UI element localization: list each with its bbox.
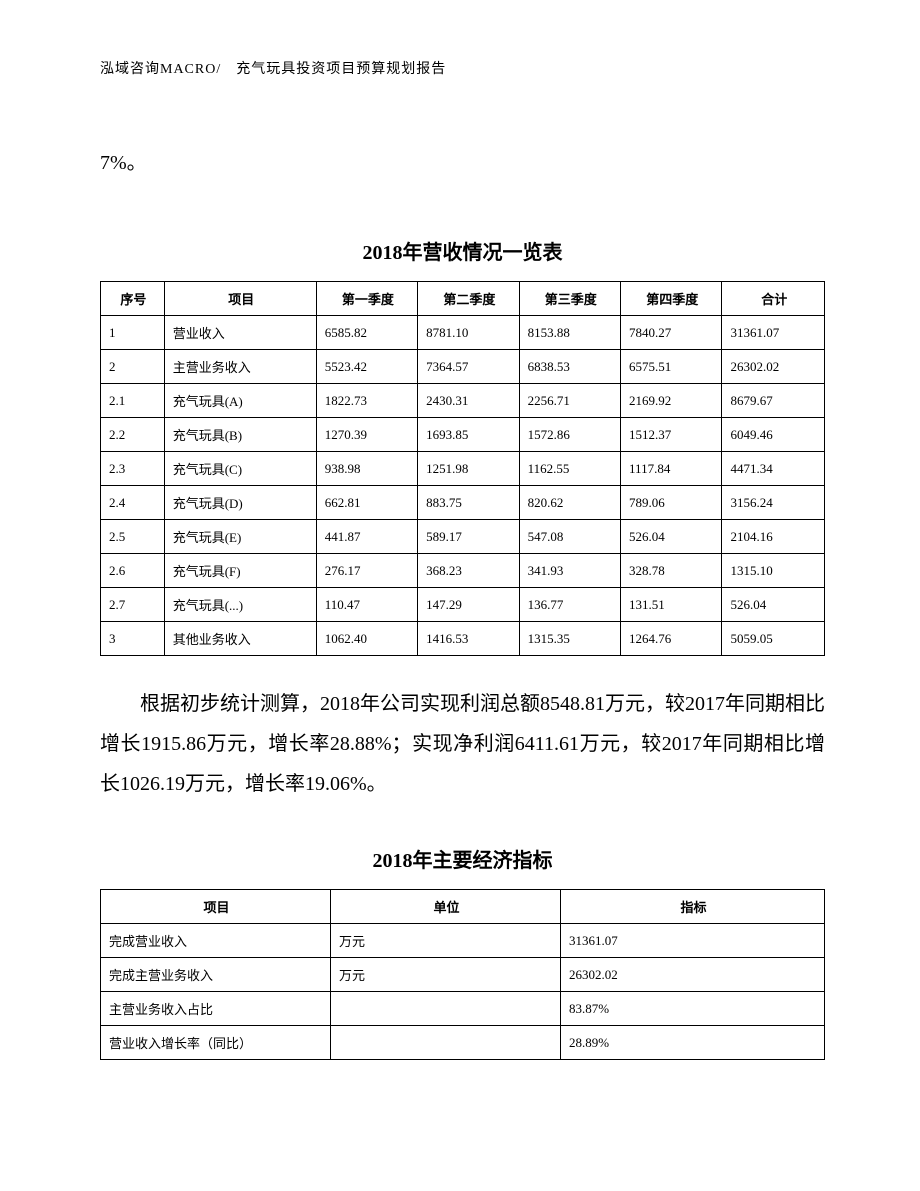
document-page: 泓域咨询MACRO/ 充气玩具投资项目预算规划报告 7%。 2018年营收情况一… [0, 0, 920, 1191]
table-row: 3其他业务收入1062.401416.531315.351264.765059.… [101, 622, 825, 656]
table1-body: 1营业收入6585.828781.108153.887840.2731361.0… [101, 316, 825, 656]
table-row: 1营业收入6585.828781.108153.887840.2731361.0… [101, 316, 825, 350]
col-total: 合计 [722, 282, 825, 316]
table-row: 2.4充气玩具(D)662.81883.75820.62789.063156.2… [101, 486, 825, 520]
col-q2: 第二季度 [418, 282, 519, 316]
col-item: 项目 [164, 282, 316, 316]
body-paragraph: 根据初步统计测算，2018年公司实现利润总额8548.81万元，较2017年同期… [100, 684, 825, 804]
table-row: 完成营业收入万元31361.07 [101, 924, 825, 958]
intro-text: 7%。 [100, 148, 825, 178]
col-q1: 第一季度 [316, 282, 417, 316]
table2-title: 2018年主要经济指标 [100, 844, 825, 873]
col-seq: 序号 [101, 282, 165, 316]
table-row: 2.7充气玩具(...)110.47147.29136.77131.51526.… [101, 588, 825, 622]
col-unit: 单位 [331, 890, 561, 924]
table-row: 2主营业务收入5523.427364.576838.536575.5126302… [101, 350, 825, 384]
col-item: 项目 [101, 890, 331, 924]
table-header-row: 项目 单位 指标 [101, 890, 825, 924]
table-row: 2.1充气玩具(A)1822.732430.312256.712169.9286… [101, 384, 825, 418]
table-row: 2.3充气玩具(C)938.981251.981162.551117.84447… [101, 452, 825, 486]
table-row: 2.5充气玩具(E)441.87589.17547.08526.042104.1… [101, 520, 825, 554]
table-row: 主营业务收入占比83.87% [101, 992, 825, 1026]
indicators-table: 项目 单位 指标 完成营业收入万元31361.07 完成主营业务收入万元2630… [100, 889, 825, 1060]
table-row: 营业收入增长率（同比）28.89% [101, 1026, 825, 1060]
table1-title: 2018年营收情况一览表 [100, 236, 825, 265]
table2-body: 完成营业收入万元31361.07 完成主营业务收入万元26302.02 主营业务… [101, 924, 825, 1060]
page-header: 泓域咨询MACRO/ 充气玩具投资项目预算规划报告 [100, 58, 825, 78]
table-row: 2.6充气玩具(F)276.17368.23341.93328.781315.1… [101, 554, 825, 588]
revenue-table: 序号 项目 第一季度 第二季度 第三季度 第四季度 合计 1营业收入6585.8… [100, 281, 825, 656]
col-indicator: 指标 [561, 890, 825, 924]
table-row: 2.2充气玩具(B)1270.391693.851572.861512.3760… [101, 418, 825, 452]
table-header-row: 序号 项目 第一季度 第二季度 第三季度 第四季度 合计 [101, 282, 825, 316]
col-q4: 第四季度 [621, 282, 722, 316]
col-q3: 第三季度 [519, 282, 620, 316]
table-row: 完成主营业务收入万元26302.02 [101, 958, 825, 992]
